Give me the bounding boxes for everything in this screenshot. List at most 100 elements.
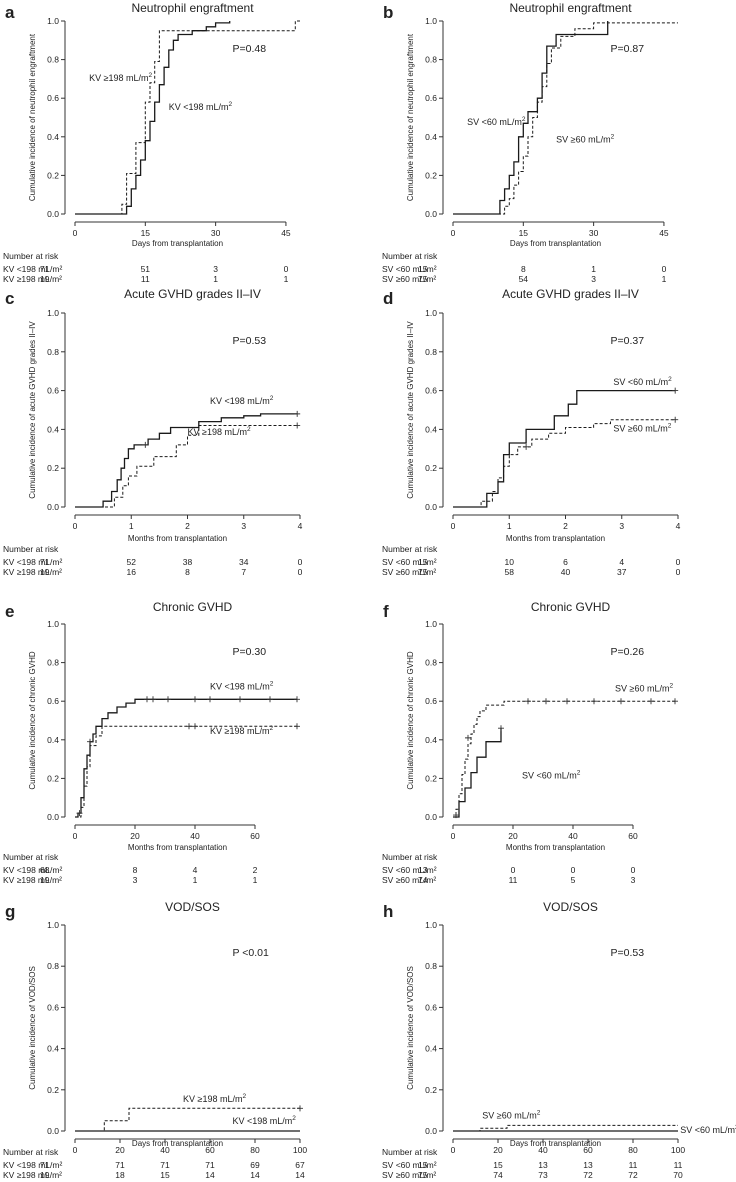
p-value: P=0.53 (611, 947, 645, 959)
risk-value: 3 (133, 875, 138, 885)
censor-mark (207, 696, 213, 703)
x-tick-label: 15 (141, 228, 151, 238)
risk-value: 71 (40, 1160, 50, 1170)
y-axis-label: Cumulative incidence of acute GVHD grade… (28, 321, 37, 499)
annotation-superscript: 2 (669, 683, 673, 690)
censor-mark (294, 422, 301, 429)
risk-header: Number at risk (3, 852, 59, 862)
risk-header: Number at risk (382, 852, 438, 862)
chart-title: Neutrophil engraftment (509, 1, 632, 15)
risk-value: 3 (213, 264, 218, 274)
x-tick-label: 60 (583, 1145, 593, 1155)
x-tick-label: 4 (298, 521, 303, 531)
risk-value: 6 (563, 557, 568, 567)
censor-mark (525, 698, 531, 705)
risk-header: Number at risk (382, 251, 438, 261)
annotation-text: SV <60 mL/m (680, 1125, 735, 1135)
y-tick-label: 0.6 (47, 696, 59, 706)
risk-value: 11 (509, 875, 518, 885)
x-tick-label: 60 (250, 831, 260, 841)
y-tick-label: 0.4 (47, 424, 59, 434)
risk-value: 4 (193, 865, 198, 875)
series-annotation: SV <60 mL/m2 (467, 116, 526, 127)
y-tick-label: 0.6 (425, 1002, 437, 1012)
x-tick-label: 45 (659, 228, 669, 238)
risk-value: 71 (115, 1160, 125, 1170)
censor-mark (267, 696, 273, 703)
risk-value: 75 (418, 274, 428, 284)
risk-value: 71 (40, 557, 50, 567)
series-line-1 (75, 425, 298, 508)
risk-header: Number at risk (382, 544, 438, 554)
annotation-text: KV <198 mL/m (233, 1116, 293, 1126)
y-tick-label: 0.2 (425, 170, 437, 180)
risk-value: 1 (284, 274, 289, 284)
risk-value: 0 (676, 557, 681, 567)
y-axis-label: Cumulative incidence of neutrophil engra… (28, 33, 37, 201)
panel-e: e Chronic GVHD 0.0 0.2 0.4 0.6 0.8 1.0 0 20 40 60 Mo… (3, 600, 300, 885)
series-annotation: SV <60 mL/m2 (680, 1124, 736, 1135)
risk-header: Number at risk (3, 1147, 59, 1157)
censor-mark (297, 1105, 303, 1112)
risk-value: 0 (571, 865, 576, 875)
x-tick-label: 0 (451, 521, 456, 531)
censor-mark (294, 696, 300, 703)
panel-letter: h (383, 902, 393, 921)
series-line-1 (75, 1107, 300, 1132)
y-tick-label: 1.0 (47, 920, 59, 930)
x-axis-label: Months from transplantation (506, 534, 605, 543)
x-tick-label: 40 (538, 1145, 548, 1155)
x-tick-label: 3 (241, 521, 246, 531)
panel-b: b Neutrophil engraftment 0.0 0.2 0.4 0.6 0.8 1.… (382, 1, 678, 284)
series-line-0 (453, 728, 502, 818)
annotation-text: SV <60 mL/m (467, 117, 522, 127)
y-tick-label: 0.0 (47, 209, 59, 219)
risk-value: 19 (40, 274, 50, 284)
x-tick-label: 40 (568, 831, 578, 841)
y-tick-label: 0.6 (425, 93, 437, 103)
series-line-0 (75, 413, 298, 508)
censor-mark (294, 723, 300, 730)
y-tick-label: 0.2 (47, 1085, 59, 1095)
censor-mark (142, 441, 149, 448)
x-tick-label: 0 (73, 831, 78, 841)
series-annotation: KV ≥198 mL/m2 (210, 725, 273, 736)
chart-title: Acute GVHD grades II–IV (502, 287, 639, 301)
risk-value: 16 (127, 567, 137, 577)
series-annotation: SV ≥60 mL/m2 (613, 422, 671, 433)
y-tick-label: 1.0 (425, 920, 437, 930)
risk-value: 8 (133, 865, 138, 875)
x-tick-label: 1 (507, 521, 512, 531)
risk-value: 0 (298, 567, 303, 577)
y-tick-label: 0.8 (425, 658, 437, 668)
y-tick-label: 0.0 (425, 1126, 437, 1136)
y-axis-label: Cumulative incidence of chronic GVHD (406, 651, 415, 790)
x-tick-label: 20 (493, 1145, 503, 1155)
x-axis-label: Days from transplantation (510, 1139, 601, 1148)
censor-mark (564, 698, 570, 705)
y-tick-label: 1.0 (425, 308, 437, 318)
y-axis-label: Cumulative incidence of VOD/SOS (28, 966, 37, 1090)
x-tick-label: 80 (250, 1145, 260, 1155)
x-tick-label: 0 (73, 228, 78, 238)
y-tick-label: 0.2 (425, 773, 437, 783)
x-tick-label: 40 (190, 831, 200, 841)
x-tick-label: 15 (519, 228, 529, 238)
x-tick-label: 45 (281, 228, 291, 238)
series-annotation: SV ≥60 mL/m2 (556, 134, 614, 145)
risk-header: Number at risk (3, 544, 59, 554)
annotation-text: KV ≥198 mL/m (210, 726, 269, 736)
risk-value: 5 (571, 875, 576, 885)
risk-value: 0 (676, 567, 681, 577)
y-tick-label: 0.2 (425, 1085, 437, 1095)
risk-value: 14 (205, 1170, 215, 1180)
series-line-1 (453, 22, 678, 215)
risk-value: 2 (253, 865, 258, 875)
annotation-superscript: 2 (149, 72, 153, 79)
series-annotation: SV <60 mL/m2 (522, 769, 581, 780)
y-axis-label: Cumulative incidence of acute GVHD grade… (406, 321, 415, 499)
risk-row-label: KV ≥198 mL/m² (3, 567, 62, 577)
risk-value: 11 (141, 274, 150, 284)
p-value: P=0.48 (233, 43, 267, 55)
